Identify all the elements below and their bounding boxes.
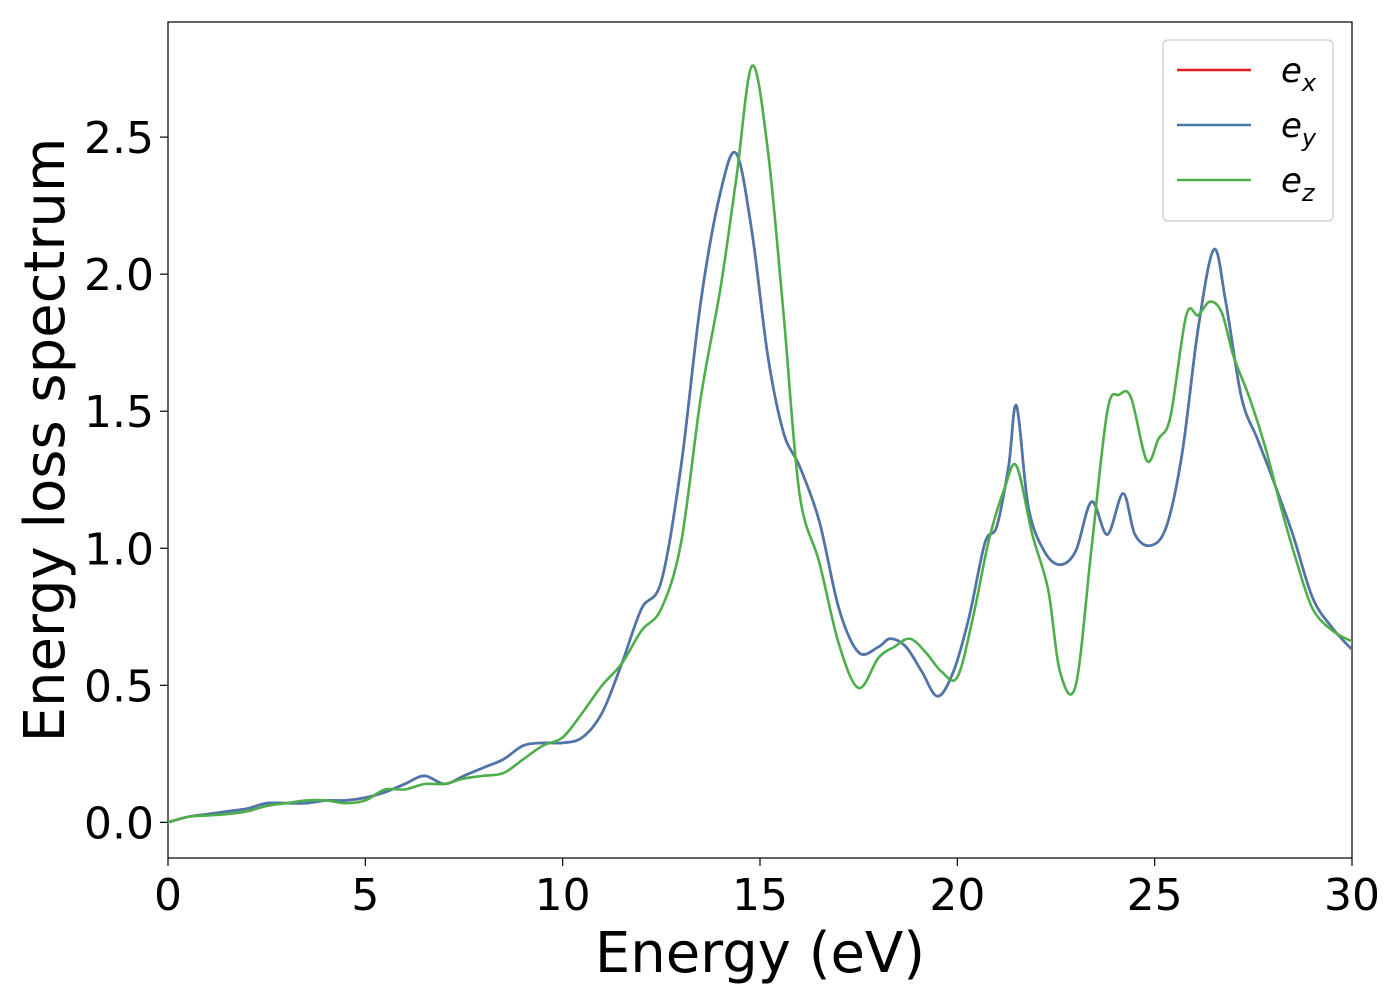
series-line-e-z: [168, 64, 1352, 824]
y-tick-label: 0.0: [84, 798, 154, 849]
series-layer: [168, 64, 1352, 824]
legend-label: ex: [1281, 51, 1317, 97]
legend: ex ey ez: [1162, 39, 1334, 222]
x-axis-ticks: 0 5 10 15 20 25 30: [154, 858, 1380, 921]
y-axis-ticks: 0.0 0.5 1.0 1.5 2.0 2.5: [84, 113, 168, 849]
x-tick-label: 10: [535, 870, 591, 921]
y-tick-label: 1.0: [84, 524, 154, 575]
y-tick-label: 2.5: [84, 113, 154, 164]
x-tick-label: 15: [732, 870, 788, 921]
x-tick-label: 0: [154, 870, 182, 921]
x-tick-label: 25: [1127, 870, 1183, 921]
plot-area: [167, 21, 1353, 859]
x-tick-label: 5: [351, 870, 379, 921]
x-tick-label: 30: [1324, 870, 1380, 921]
y-tick-label: 2.0: [84, 250, 154, 301]
y-axis-title: Energy loss spectrum: [13, 138, 78, 743]
series-line-e-y: [168, 150, 1352, 824]
x-axis-title: Energy (eV): [595, 921, 925, 986]
y-tick-label: 0.5: [84, 661, 154, 712]
legend-frame: [1162, 39, 1334, 222]
x-tick-label: 20: [929, 870, 985, 921]
legend-label: ez: [1281, 161, 1316, 207]
y-tick-label: 1.5: [84, 387, 154, 438]
legend-label: ey: [1281, 106, 1317, 152]
